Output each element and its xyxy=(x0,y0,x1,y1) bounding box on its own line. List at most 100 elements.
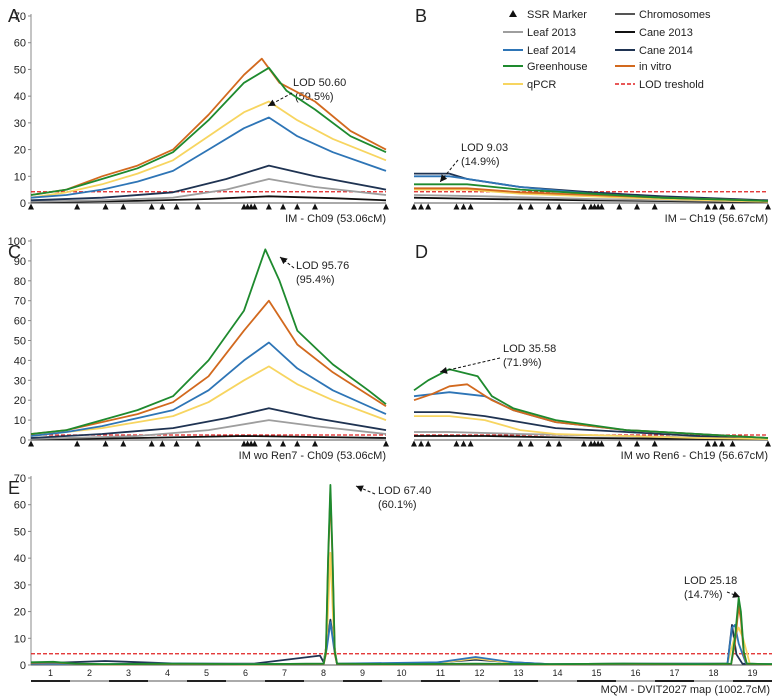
panel-a-ssr-marker xyxy=(194,203,201,210)
panel-b-ssr-marker xyxy=(517,203,524,210)
panel-e-ytick-label: 60 xyxy=(14,500,26,512)
panel-c-series-greenhouse xyxy=(30,248,387,435)
panel-b-xlabel: IM – Ch19 (56.67cM) xyxy=(665,213,768,225)
legend-label-chromosomes: Chromosomes xyxy=(639,9,711,21)
panel-e-series-qpcr xyxy=(30,551,773,666)
panel-c-ytick-label: 80 xyxy=(14,276,26,288)
legend-label-marker: SSR Marker xyxy=(527,9,587,21)
panel-a-annotation-pct: (59.5%) xyxy=(295,91,334,103)
panel-d-series-leaf2014 xyxy=(413,391,769,439)
panel-a-label: A xyxy=(8,6,20,26)
panel-c-ssr-marker xyxy=(28,440,34,447)
panel-b-ssr-marker xyxy=(616,203,623,210)
panel-a-series-invitro xyxy=(30,57,387,196)
panel-e-series-invitro xyxy=(30,490,773,666)
panel-d-label: D xyxy=(415,242,428,262)
legend-label-greenhouse: Greenhouse xyxy=(527,61,588,73)
panel-c-annotation-lod: LOD 95.76 xyxy=(296,260,349,272)
panel-a-xlabel: IM - Ch09 (53.06cM) xyxy=(285,213,386,225)
panel-e-ytick-label: 10 xyxy=(14,633,26,645)
panel-a-ssr-marker xyxy=(148,203,155,210)
panel-d-ssr-marker xyxy=(467,440,474,447)
legend-label-qpcr: qPCR xyxy=(527,79,556,91)
panel-b-ssr-marker xyxy=(556,203,563,210)
panel-a-series-greenhouse xyxy=(30,66,387,196)
panel-a-series-cane2013 xyxy=(30,195,387,204)
panel-a-ssr-marker xyxy=(120,203,127,210)
panel-e-annotation2-pct: (14.7%) xyxy=(684,589,723,601)
panel-c-im-wo-ren7-ch09: C LOD 95.76 (95.4%) IM wo Ren7 - Ch09 (5… xyxy=(8,236,389,462)
panel-b-annotation-arrow-head xyxy=(440,174,448,182)
chromosome-label: 2 xyxy=(87,668,92,678)
legend: SSR Marker Chromosomes Leaf 2013 Cane 2013 L… xyxy=(503,9,711,91)
panel-a-series-cane2014 xyxy=(30,164,387,202)
panel-b-ssr-marker xyxy=(765,203,771,210)
panel-c-ytick-label: 90 xyxy=(14,256,26,268)
panel-c-ytick-label: 70 xyxy=(14,296,26,308)
panel-a-series-leaf2014 xyxy=(30,116,387,199)
panel-c-ytick-label: 50 xyxy=(14,336,26,348)
chromosome-label: 15 xyxy=(591,668,601,678)
panel-c-ssr-marker xyxy=(148,440,155,447)
panel-b-ssr-marker xyxy=(634,203,641,210)
panel-a-ssr-marker xyxy=(294,203,301,210)
panel-c-series-invitro xyxy=(30,299,387,435)
panel-b-ssr-marker xyxy=(467,203,474,210)
panel-c-ssr-marker xyxy=(312,440,318,447)
panel-a-im-ch09: A LOD 50.60 (59.5%) IM - Ch09 (53.06cM) … xyxy=(8,6,389,225)
panel-c-ssr-marker xyxy=(159,440,166,447)
panel-b-ssr-marker xyxy=(425,203,432,210)
legend-label-threshold: LOD treshold xyxy=(639,79,704,91)
panel-d-ssr-marker xyxy=(718,440,725,447)
chromosome-label: 11 xyxy=(436,668,445,678)
panel-e-series-cane2014 xyxy=(30,618,773,666)
panel-d-im-wo-ren6-ch19: D LOD 35.58 (71.9%) IM wo Ren6 - Ch19 (5… xyxy=(411,242,771,462)
panel-e-ytick-label: 70 xyxy=(14,473,26,485)
panel-a-ssr-marker xyxy=(251,203,258,210)
legend-swatch-ssr-marker xyxy=(509,10,517,17)
chromosome-label: 12 xyxy=(474,668,484,678)
panel-e-annotation-lod: LOD 67.40 xyxy=(378,485,431,497)
panel-d-series-cane2013 xyxy=(414,435,769,441)
panel-b-ssr-marker xyxy=(545,203,552,210)
panel-d-annotation-lod: LOD 35.58 xyxy=(503,343,556,355)
panel-a-ssr-marker xyxy=(280,203,287,210)
panel-d-ssr-marker xyxy=(580,440,587,447)
panel-b-ssr-marker xyxy=(598,203,605,210)
chromosome-label: 4 xyxy=(165,668,170,678)
panel-a-ssr-marker xyxy=(28,203,34,210)
chromosome-label: 18 xyxy=(708,668,718,678)
panel-d-ssr-marker xyxy=(711,440,718,447)
panel-c-ytick-label: 40 xyxy=(14,355,26,367)
legend-label-invitro: in vitro xyxy=(639,61,671,73)
panel-e-ytick-label: 20 xyxy=(14,607,26,619)
panel-d-annotation-pct: (71.9%) xyxy=(503,357,542,369)
panel-a-ytick-label: 10 xyxy=(14,171,26,183)
panel-b-annotation-pct: (14.9%) xyxy=(461,156,500,168)
panel-d-annotation-arrow-head xyxy=(440,367,448,374)
chromosome-label: 1 xyxy=(48,668,53,678)
panel-c-series-cane2014 xyxy=(30,407,387,439)
panel-d-ssr-marker xyxy=(425,440,432,447)
panel-d-ssr-marker xyxy=(556,440,563,447)
panel-a-ytick-label: 30 xyxy=(14,118,26,130)
panel-c-xlabel: IM wo Ren7 - Ch09 (53.06cM) xyxy=(239,450,386,462)
panel-d-ssr-marker xyxy=(598,440,605,447)
panel-d-ssr-marker xyxy=(729,440,736,447)
panel-c-ytick-label: 60 xyxy=(14,316,26,328)
panel-e-mqm-genome-map: E LOD 67.40 (60.1%) LOD 25.18 (14.7%) MQ… xyxy=(8,473,773,696)
panel-a-annotation-lod: LOD 50.60 xyxy=(293,77,346,89)
panel-e-label: E xyxy=(8,478,20,498)
panel-a-series-leaf2013 xyxy=(30,178,387,203)
panel-b-label: B xyxy=(415,6,427,26)
chromosome-label: 16 xyxy=(630,668,640,678)
panel-c-ssr-marker xyxy=(294,440,301,447)
panel-d-ssr-marker xyxy=(453,440,460,447)
panel-e-ytick-label: 0 xyxy=(20,660,26,672)
panel-b-im-ch19: B LOD 9.03 (14.9%) IM – Ch19 (56.67cM) xyxy=(411,6,771,225)
chromosome-label: 3 xyxy=(126,668,131,678)
panel-e-xlabel: MQM - DVIT2027 map (1002.7cM) xyxy=(601,684,770,696)
panel-c-ytick-label: 20 xyxy=(14,395,26,407)
panel-d-ssr-marker xyxy=(704,440,711,447)
panel-b-ssr-marker xyxy=(718,203,725,210)
